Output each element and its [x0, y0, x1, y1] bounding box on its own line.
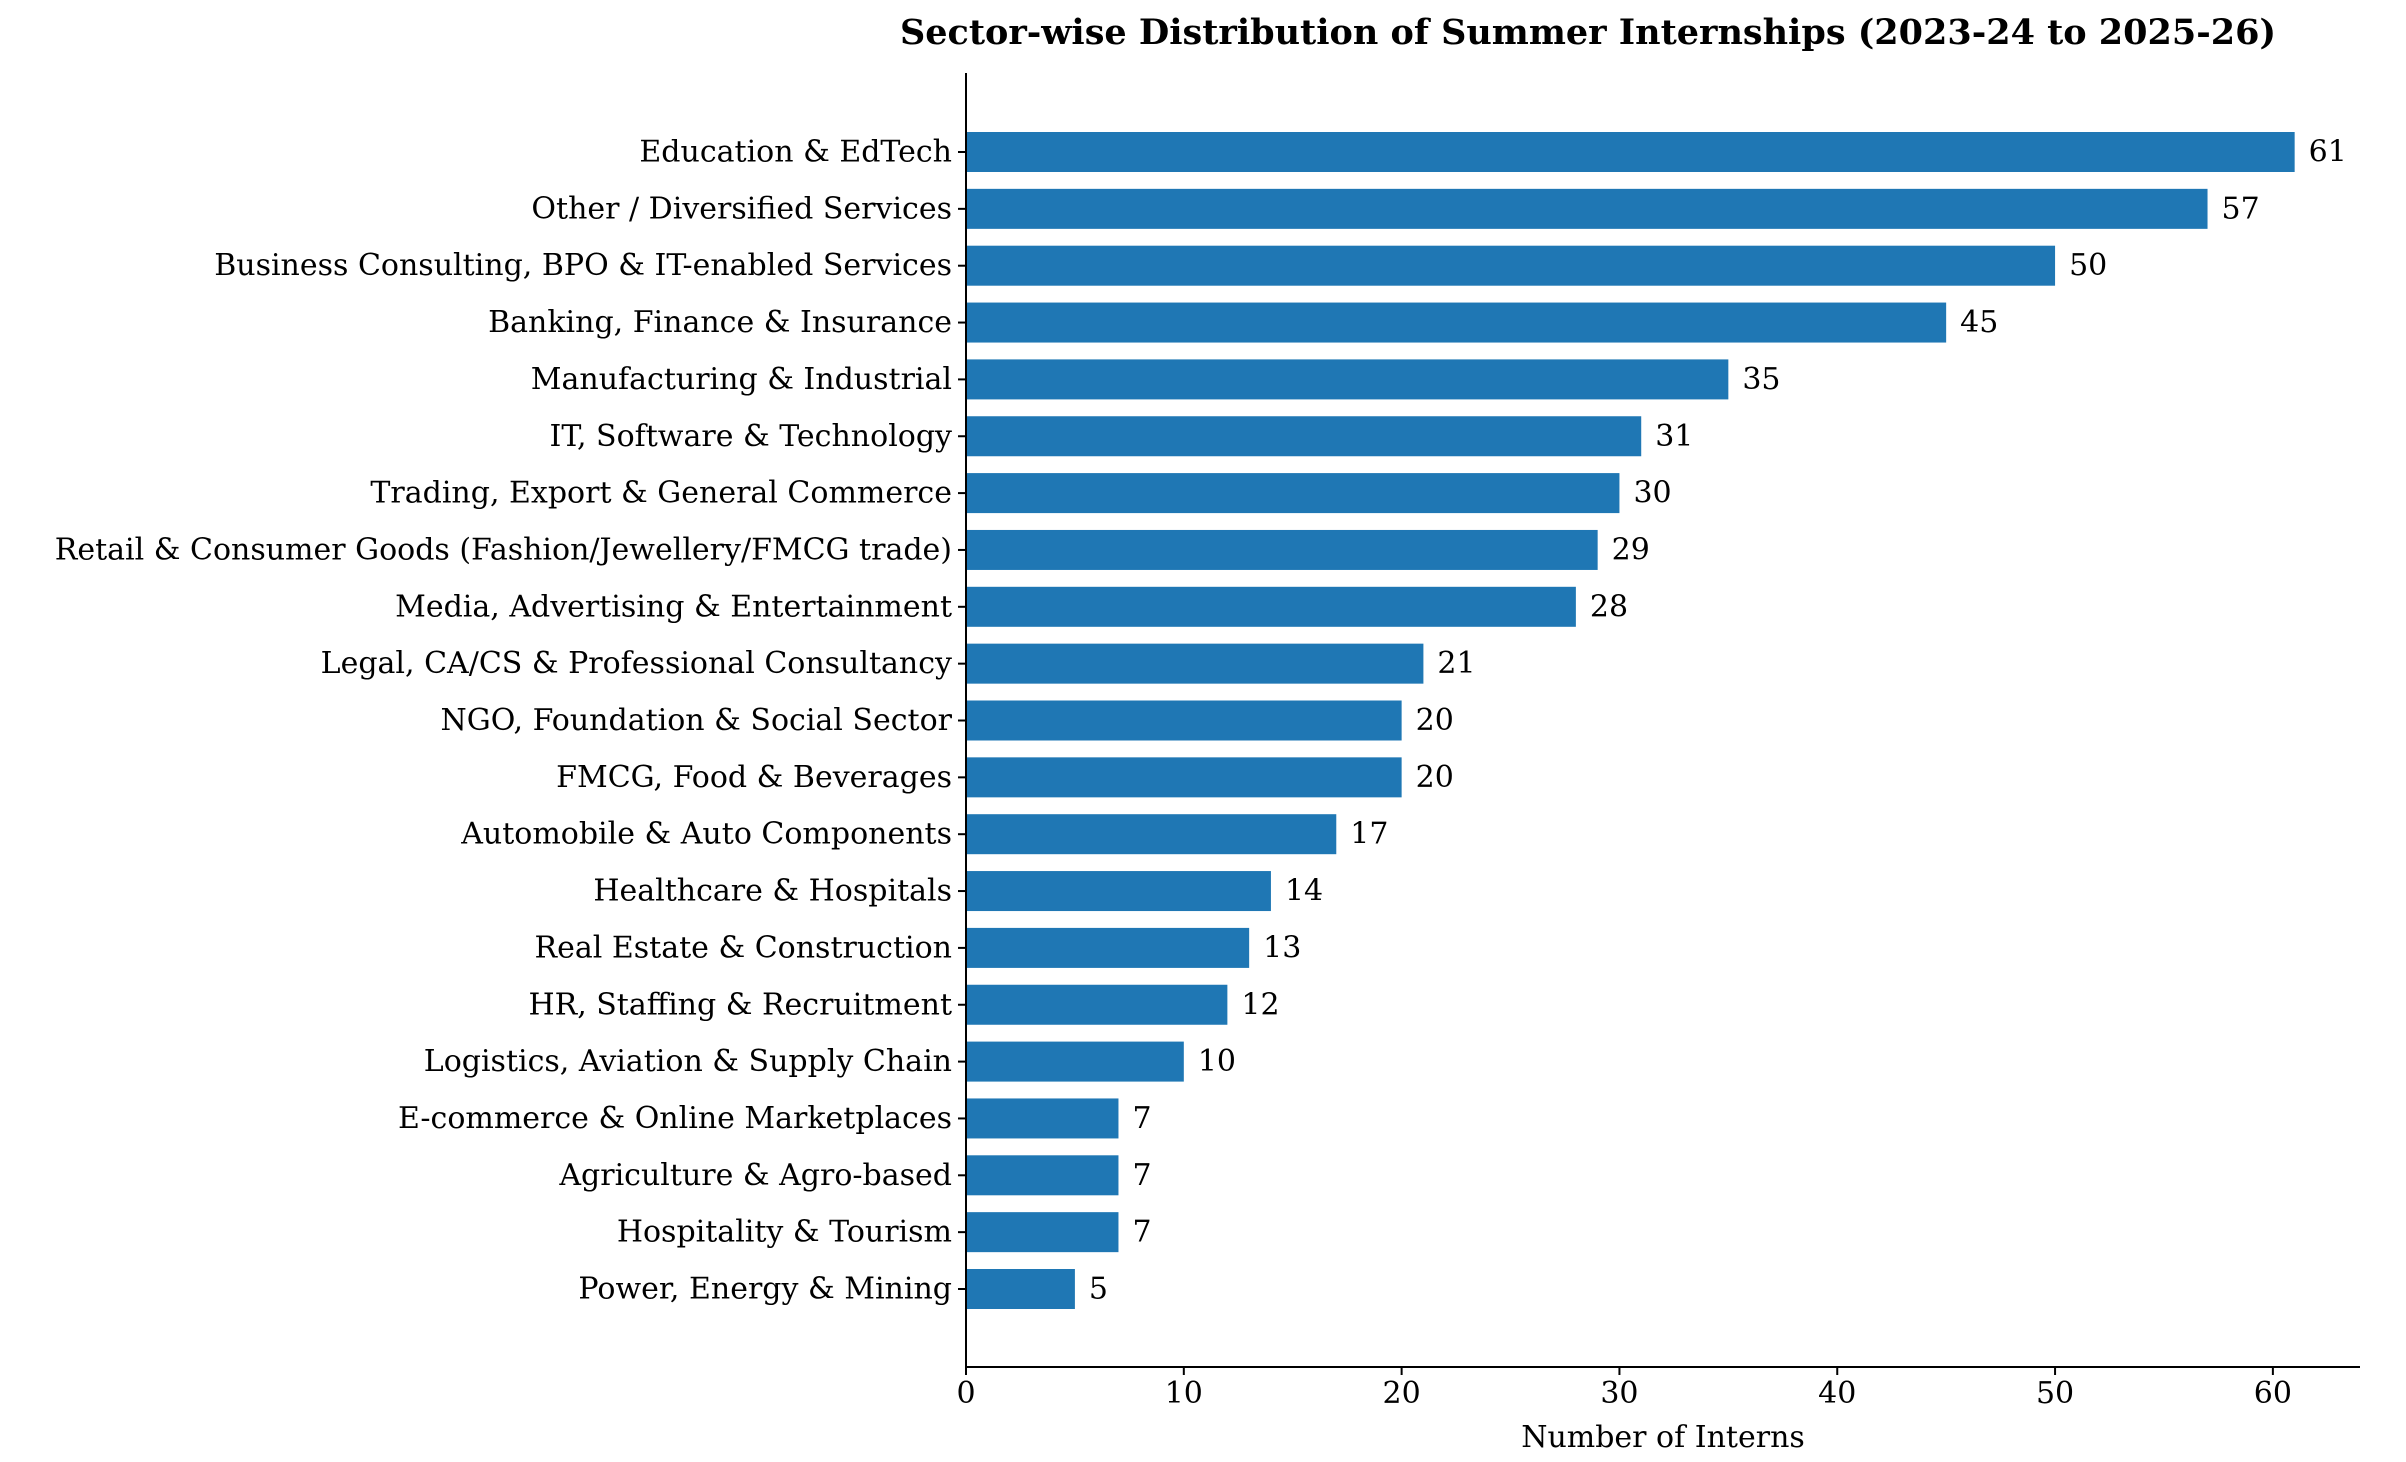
category-label: Logistics, Aviation & Supply Chain [424, 1044, 952, 1079]
category-label: FMCG, Food & Beverages [556, 760, 952, 795]
category-label: IT, Software & Technology [550, 419, 953, 454]
value-label: 57 [2222, 191, 2260, 226]
bar [966, 188, 2208, 229]
bar [966, 132, 2295, 172]
value-label: 17 [1350, 817, 1388, 852]
bar [966, 643, 1424, 684]
chart-title: Sector-wise Distribution of Summer Inter… [900, 12, 2276, 53]
x-tick-label: 40 [1818, 1376, 1856, 1411]
value-label: 7 [1132, 1215, 1151, 1250]
category-label: Hospitality & Tourism [617, 1215, 952, 1250]
x-tick-label: 50 [2036, 1376, 2074, 1411]
value-label: 28 [1590, 589, 1628, 624]
bars-group [966, 132, 2295, 1309]
category-label: NGO, Foundation & Social Sector [441, 703, 953, 738]
category-label: Power, Energy & Mining [578, 1272, 952, 1307]
category-label: Real Estate & Construction [535, 930, 952, 965]
bar [966, 302, 1947, 343]
category-label: Business Consulting, BPO & IT-enabled Se… [214, 248, 952, 283]
value-label: 61 [2309, 135, 2347, 170]
bar [966, 1098, 1119, 1139]
category-label: Agriculture & Agro-based [558, 1158, 952, 1193]
bar [966, 757, 1402, 798]
value-label: 10 [1198, 1044, 1236, 1079]
value-label: 7 [1132, 1101, 1151, 1136]
category-label: Media, Advertising & Entertainment [395, 589, 952, 624]
value-label: 35 [1742, 362, 1780, 397]
category-label: Other / Diversified Services [531, 191, 952, 226]
x-axis-label: Number of Interns [1521, 1420, 1805, 1455]
value-label: 31 [1655, 419, 1693, 454]
x-axis-ticks: 0 10 20 30 40 50 60 [956, 1367, 2292, 1411]
category-label: HR, Staffing & Recruitment [528, 987, 952, 1022]
bar [966, 529, 1598, 570]
value-label: 21 [1437, 646, 1475, 681]
bar [966, 1269, 1075, 1309]
x-tick-label: 10 [1165, 1376, 1203, 1411]
x-tick-label: 30 [1600, 1376, 1638, 1411]
value-label: 50 [2069, 248, 2107, 283]
value-label: 20 [1416, 703, 1454, 738]
bar [966, 927, 1250, 968]
category-label: Legal, CA/CS & Professional Consultancy [321, 646, 952, 681]
category-label: Banking, Finance & Insurance [488, 305, 952, 340]
category-label: Healthcare & Hospitals [593, 874, 952, 909]
category-label: Education & EdTech [639, 135, 952, 170]
value-label: 5 [1089, 1272, 1108, 1307]
value-label: 29 [1612, 532, 1650, 567]
bar [966, 359, 1729, 400]
bar [966, 700, 1402, 741]
value-label: 12 [1241, 987, 1279, 1022]
category-labels: Education & EdTech Other / Diversified Se… [55, 135, 966, 1307]
x-tick-label: 20 [1383, 1376, 1421, 1411]
x-tick-label: 60 [2254, 1376, 2292, 1411]
value-label: 13 [1263, 930, 1301, 965]
bar [966, 1041, 1184, 1082]
category-label: Trading, Export & General Commerce [370, 476, 952, 511]
bar [966, 1212, 1119, 1253]
bar [966, 473, 1620, 514]
bar [966, 416, 1642, 457]
value-label: 7 [1132, 1158, 1151, 1193]
bar [966, 814, 1337, 855]
bar [966, 871, 1271, 912]
bar [966, 586, 1576, 627]
value-label: 45 [1960, 305, 1998, 340]
x-tick-label: 0 [956, 1376, 975, 1411]
category-label: E-commerce & Online Marketplaces [398, 1101, 952, 1136]
value-label: 30 [1633, 476, 1671, 511]
category-label: Automobile & Auto Components [460, 817, 952, 852]
bar [966, 1155, 1119, 1196]
value-label: 14 [1285, 874, 1323, 909]
bar [966, 245, 2056, 286]
bar [966, 984, 1228, 1025]
category-label: Manufacturing & Industrial [531, 362, 952, 397]
value-label: 20 [1416, 760, 1454, 795]
category-label: Retail & Consumer Goods (Fashion/Jewelle… [55, 532, 952, 567]
